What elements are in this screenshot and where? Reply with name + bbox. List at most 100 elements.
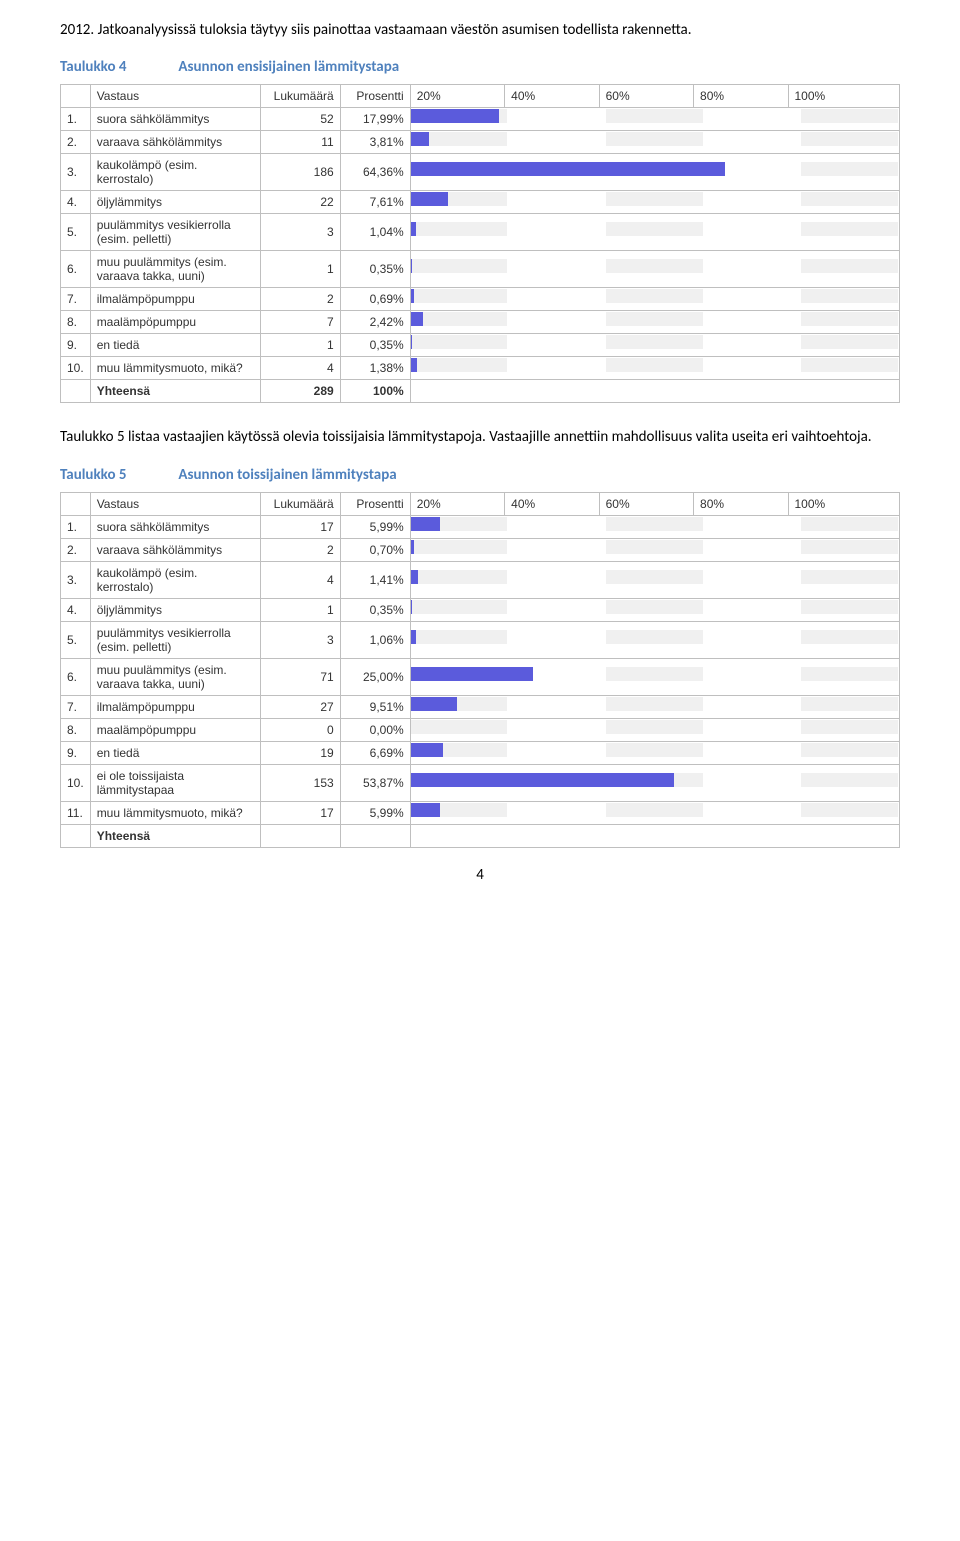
table5-total-row: Yhteensä: [61, 824, 900, 847]
table5-caption-num: Taulukko 5: [60, 466, 175, 484]
row-percent: 5,99%: [340, 515, 410, 538]
intro-paragraph: 2012. Jatkoanalyysissä tuloksia täytyy s…: [60, 20, 900, 40]
chart-cell: [410, 741, 899, 764]
row-answer: puulämmitys vesikierrolla (esim. pellett…: [90, 214, 260, 251]
row-index: 6.: [61, 658, 91, 695]
table4-header-pct: Prosentti: [340, 85, 410, 108]
chart-bar: [411, 773, 674, 787]
table5-row: 11.muu lämmitysmuoto, mikä?175,99%: [61, 801, 900, 824]
table4-header-cnt: Lukumäärä: [260, 85, 340, 108]
row-index: 4.: [61, 191, 91, 214]
chart-cell: [410, 191, 899, 214]
row-percent: 6,69%: [340, 741, 410, 764]
table5-row: 7.ilmalämpöpumppu279,51%: [61, 695, 900, 718]
chart-cell: [410, 598, 899, 621]
table4-tick-0: 20%: [410, 85, 504, 108]
chart-cell: [410, 561, 899, 598]
row-answer: ilmalämpöpumppu: [90, 288, 260, 311]
row-index: 10.: [61, 764, 91, 801]
total-label: Yhteensä: [90, 824, 260, 847]
row-answer: öljylämmitys: [90, 191, 260, 214]
chart-bar: [411, 109, 499, 123]
row-count: 11: [260, 131, 340, 154]
table5-header-row: Vastaus Lukumäärä Prosentti 20% 40% 60% …: [61, 492, 900, 515]
chart-bar: [411, 335, 413, 349]
total-percent: 100%: [340, 380, 410, 403]
table4: Vastaus Lukumäärä Prosentti 20% 40% 60% …: [60, 84, 900, 403]
row-percent: 1,41%: [340, 561, 410, 598]
row-count: 22: [260, 191, 340, 214]
table5-tick-0: 20%: [410, 492, 504, 515]
chart-bar: [411, 570, 418, 584]
table5-row: 5.puulämmitys vesikierrolla (esim. pelle…: [61, 621, 900, 658]
table4-row: 4.öljylämmitys227,61%: [61, 191, 900, 214]
row-answer: maalämpöpumppu: [90, 311, 260, 334]
row-percent: 1,04%: [340, 214, 410, 251]
row-index: 2.: [61, 131, 91, 154]
row-index: 3.: [61, 154, 91, 191]
page-number: 4: [60, 866, 900, 884]
chart-bar: [411, 630, 416, 644]
row-count: 153: [260, 764, 340, 801]
row-index: 2.: [61, 538, 91, 561]
chart-bar: [411, 540, 414, 554]
chart-cell: [410, 718, 899, 741]
table5-row: 8.maalämpöpumppu00,00%: [61, 718, 900, 741]
chart-cell: [410, 108, 899, 131]
table4-row: 10.muu lämmitysmuoto, mikä?41,38%: [61, 357, 900, 380]
chart-bar: [411, 289, 414, 303]
chart-bar: [411, 697, 457, 711]
row-percent: 3,81%: [340, 131, 410, 154]
chart-bar: [411, 192, 448, 206]
row-percent: 0,35%: [340, 251, 410, 288]
row-percent: 0,35%: [340, 334, 410, 357]
row-index: 9.: [61, 741, 91, 764]
row-percent: 25,00%: [340, 658, 410, 695]
row-index: 9.: [61, 334, 91, 357]
chart-cell: [410, 131, 899, 154]
total-blank: [61, 380, 91, 403]
row-answer: muu puulämmitys (esim. varaava takka, uu…: [90, 658, 260, 695]
row-answer: suora sähkölämmitys: [90, 515, 260, 538]
row-answer: varaava sähkölämmitys: [90, 131, 260, 154]
table5-caption: Taulukko 5 Asunnon toissijainen lämmitys…: [60, 466, 900, 484]
total-chart-blank: [410, 380, 899, 403]
chart-cell: [410, 288, 899, 311]
row-percent: 0,00%: [340, 718, 410, 741]
table4-row: 7.ilmalämpöpumppu20,69%: [61, 288, 900, 311]
row-count: 19: [260, 741, 340, 764]
total-percent: [340, 824, 410, 847]
chart-cell: [410, 251, 899, 288]
chart-cell: [410, 801, 899, 824]
row-count: 4: [260, 357, 340, 380]
table4-row: 3.kaukolämpö (esim. kerrostalo)18664,36%: [61, 154, 900, 191]
total-chart-blank: [410, 824, 899, 847]
row-percent: 5,99%: [340, 801, 410, 824]
table5-row: 4.öljylämmitys10,35%: [61, 598, 900, 621]
table4-header-row: Vastaus Lukumäärä Prosentti 20% 40% 60% …: [61, 85, 900, 108]
chart-bar: [411, 132, 430, 146]
row-index: 4.: [61, 598, 91, 621]
row-count: 17: [260, 801, 340, 824]
table4-row: 8.maalämpöpumppu72,42%: [61, 311, 900, 334]
chart-cell: [410, 658, 899, 695]
total-label: Yhteensä: [90, 380, 260, 403]
row-count: 17: [260, 515, 340, 538]
row-index: 7.: [61, 288, 91, 311]
row-count: 71: [260, 658, 340, 695]
chart-cell: [410, 695, 899, 718]
table5-row: 9.en tiedä196,69%: [61, 741, 900, 764]
chart-cell: [410, 334, 899, 357]
total-count: [260, 824, 340, 847]
table4-caption-title: Asunnon ensisijainen lämmitystapa: [178, 58, 399, 76]
row-count: 52: [260, 108, 340, 131]
row-percent: 0,69%: [340, 288, 410, 311]
chart-bar: [411, 743, 444, 757]
row-percent: 17,99%: [340, 108, 410, 131]
row-percent: 53,87%: [340, 764, 410, 801]
row-answer: kaukolämpö (esim. kerrostalo): [90, 561, 260, 598]
chart-bar: [411, 667, 533, 681]
row-count: 1: [260, 334, 340, 357]
row-index: 3.: [61, 561, 91, 598]
table4-header-ans: Vastaus: [90, 85, 260, 108]
